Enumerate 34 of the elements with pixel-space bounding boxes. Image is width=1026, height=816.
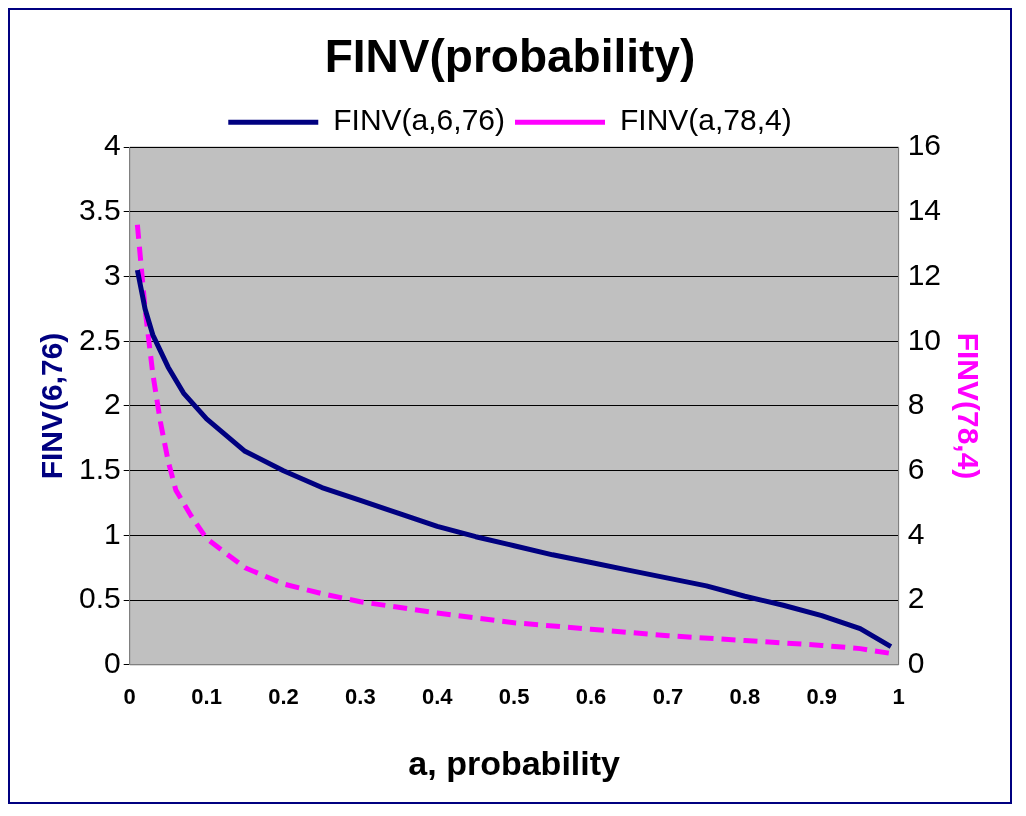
x-tick-label: 0.8 [729,684,761,710]
x-tick-label: 0.9 [806,684,838,710]
x-tick-label: 0.1 [191,684,222,710]
x-axis-title: a, probability [408,743,621,782]
y-tick-label: 2 [104,387,121,421]
y-tick-label: 4 [104,128,121,162]
x-tick-label: 0.2 [268,684,299,710]
y2-axis-title: FINV(78,4) [951,332,985,480]
y2-tick-label: 4 [907,516,925,550]
y2-tick-label: 2 [907,581,925,615]
chart-title: FINV(probability) [324,30,696,83]
x-tick-label: 0.6 [575,684,607,710]
x-tick-label: 0.7 [652,684,684,710]
y-tick-label: 1 [104,516,121,550]
y2-tick-label: 14 [907,193,942,227]
y2-tick-label: 8 [907,387,925,421]
y2-tick-label: 0 [907,646,925,680]
x-tick-label: 0.3 [345,684,376,710]
y2-tick-label: 6 [907,451,925,485]
y2-tick-label: 16 [907,128,942,162]
y-axis-title: FINV(6,76) [35,332,69,480]
y2-tick-label: 10 [907,322,942,356]
x-tick-label: 1 [892,684,905,710]
y-tick-label: 1.5 [78,451,121,485]
y-tick-label: 0 [104,646,121,680]
y2-tick-label: 12 [907,257,942,291]
x-tick-label: 0.4 [421,684,454,710]
y-tick-label: 2.5 [78,322,121,356]
y-tick-label: 0.5 [78,581,121,615]
x-tick-label: 0.5 [498,684,530,710]
y-tick-label: 3 [104,257,121,291]
legend-label: FINV(a,6,76) [333,103,506,137]
y-tick-label: 3.5 [78,193,121,227]
legend-label: FINV(a,78,4) [620,103,792,137]
